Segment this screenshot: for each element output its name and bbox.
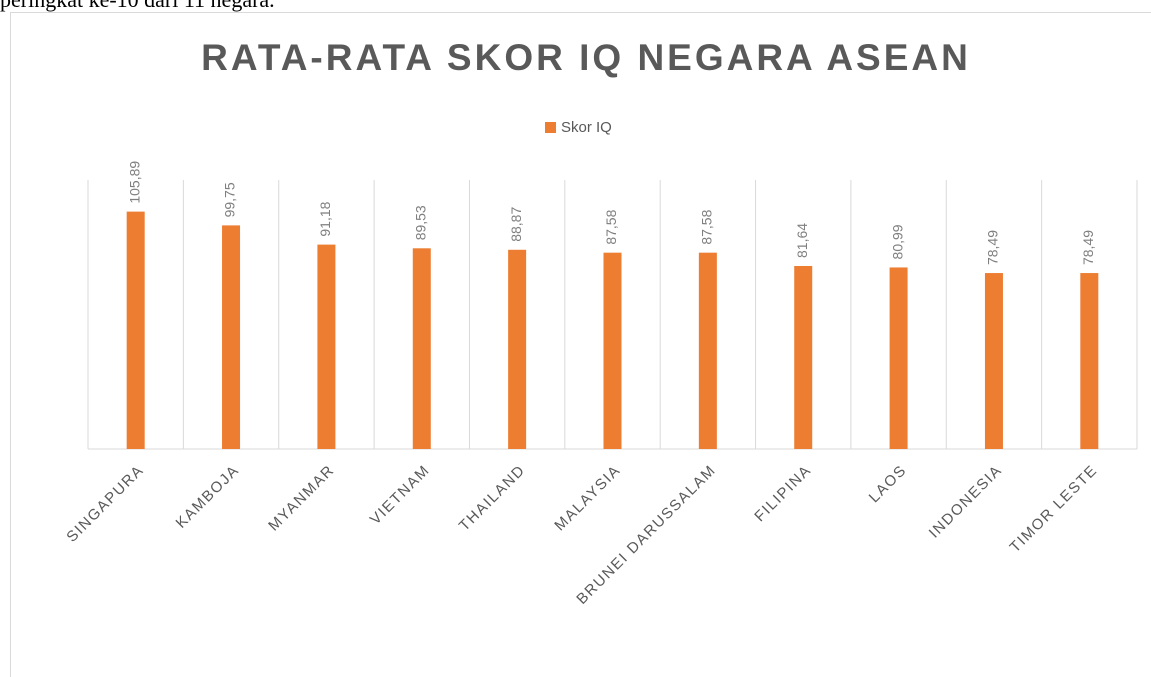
bar bbox=[508, 249, 527, 449]
bar bbox=[889, 267, 908, 449]
value-label: 89,53 bbox=[412, 205, 428, 240]
value-label: 105,89 bbox=[126, 161, 142, 204]
value-label: 87,58 bbox=[603, 209, 619, 244]
bar bbox=[984, 273, 1003, 449]
legend-label: Skor IQ bbox=[561, 119, 612, 136]
bar bbox=[603, 252, 622, 449]
value-label: 99,75 bbox=[222, 182, 238, 217]
bar bbox=[317, 244, 336, 449]
page-text: peringkat ke-10 dari 11 negara. bbox=[0, 0, 275, 12]
bar bbox=[1080, 273, 1099, 449]
value-label: 78,49 bbox=[985, 230, 1001, 265]
chart-frame bbox=[10, 12, 1151, 677]
bar bbox=[412, 248, 431, 449]
legend-swatch bbox=[545, 122, 556, 133]
value-label: 81,64 bbox=[794, 223, 810, 258]
bar bbox=[222, 225, 241, 449]
value-label: 78,49 bbox=[1080, 230, 1096, 265]
value-label: 91,18 bbox=[317, 201, 333, 236]
bar bbox=[794, 265, 813, 449]
bar bbox=[126, 211, 145, 449]
value-label: 87,58 bbox=[699, 209, 715, 244]
chart-title: RATA-RATA SKOR IQ NEGARA ASEAN bbox=[201, 37, 971, 78]
value-label: 80,99 bbox=[889, 224, 905, 259]
value-label: 88,87 bbox=[508, 207, 524, 242]
bar bbox=[698, 252, 717, 449]
